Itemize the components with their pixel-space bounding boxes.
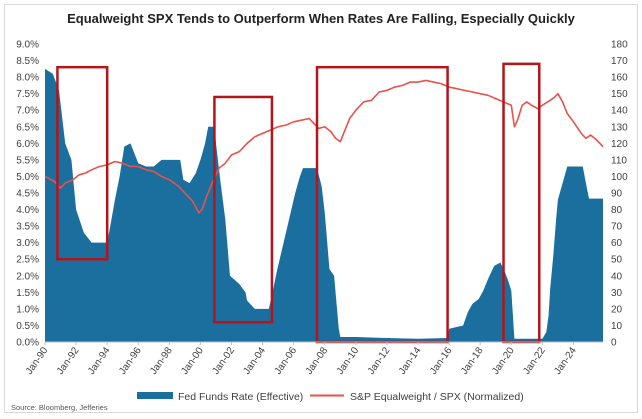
y-right-tick-label: 130 [611,122,628,133]
y-right-tick-label: 50 [611,255,623,266]
series-line-ratio [44,79,604,214]
x-tick-label: Jan-06 [273,345,300,377]
y-right-tick-label: 180 [611,40,628,51]
x-tick-label: Jan-20 [490,345,517,377]
y-left-tick-label: 6.0% [16,139,39,150]
x-tick-label: Jan-94 [86,345,113,377]
y-left-tick-label: 2.5% [16,255,39,266]
y-left-tick-label: 3.0% [16,238,39,249]
x-tick-label: Jan-96 [117,345,144,377]
x-tick-label: Jan-00 [179,345,206,377]
y-right-tick-label: 100 [611,172,628,183]
x-tick-label: Jan-22 [521,345,548,377]
y-left-tick-label: 7.5% [16,89,39,100]
chart-title: Equalweight SPX Tends to Outperform When… [67,11,575,26]
y-right-tick-label: 10 [611,321,623,332]
x-tick-label: Jan-16 [428,345,455,377]
y-right-tick-label: 60 [611,238,623,249]
legend: Fed Funds Rate (Effective) S&P Equalweig… [137,391,524,403]
y-right-tick-label: 30 [611,288,623,299]
highlight-box-2 [213,95,274,324]
highlight-box-1 [56,65,109,261]
x-tick-label: Jan-02 [210,345,237,377]
y-left-tick-label: 0.5% [16,321,39,332]
y-right-tick-label: 80 [611,205,623,216]
legend-label-ratio: S&P Equalweight / SPX (Normalized) [350,391,524,403]
source-note: Source: Bloomberg, Jefferies [11,403,108,412]
y-left-tick-label: 8.0% [16,73,39,84]
x-tick-label: Jan-12 [366,345,393,377]
y-right-tick-label: 90 [611,189,623,200]
x-tick-label: Jan-98 [148,345,175,377]
y-left-tick-label: 8.5% [16,56,39,67]
legend-swatch-fed-funds [137,392,173,399]
y-left-tick-label: 0.0% [16,338,39,349]
y-left-tick-label: 7.0% [16,106,39,117]
y-left-tick-label: 2.0% [16,271,39,282]
y-left-tick-label: 1.0% [16,304,39,315]
y-left-tick-label: 1.5% [16,288,39,299]
y-left-tick-label: 5.5% [16,155,39,166]
x-tick-label: Jan-08 [304,345,331,377]
y-right-tick-label: 0 [611,338,617,349]
y-right-tick-label: 150 [611,89,628,100]
series-area-fed-funds [45,68,603,342]
x-tick-label: Jan-10 [335,345,362,377]
y-right-tick-label: 40 [611,271,623,282]
y-left-tick-label: 6.5% [16,122,39,133]
x-tick-label: Jan-14 [397,345,424,377]
y-right-tick-label: 70 [611,222,623,233]
y-right-tick-label: 120 [611,139,628,150]
x-tick-label: Jan-18 [459,345,486,377]
y-left-tick-label: 3.5% [16,222,39,233]
y-right-tick-label: 20 [611,304,623,315]
x-tick-label: Jan-04 [242,345,269,377]
y-left-tick-label: 9.0% [16,40,39,51]
y-left-tick-label: 4.0% [16,205,39,216]
y-right-tick-label: 160 [611,73,628,84]
legend-label-fed-funds: Fed Funds Rate (Effective) [178,391,303,403]
x-tick-label: Jan-24 [552,345,579,377]
y-right-tick-label: 110 [611,155,627,166]
y-right-tick-label: 170 [611,56,628,67]
y-right-tick-label: 140 [611,106,628,117]
y-left-tick-label: 4.5% [16,189,39,200]
x-tick-label: Jan-92 [55,345,82,377]
plot-layer [44,62,604,344]
x-tick-label: Jan-90 [24,345,51,377]
y-left-tick-label: 5.0% [16,172,39,183]
highlight-box-3 [315,65,449,344]
